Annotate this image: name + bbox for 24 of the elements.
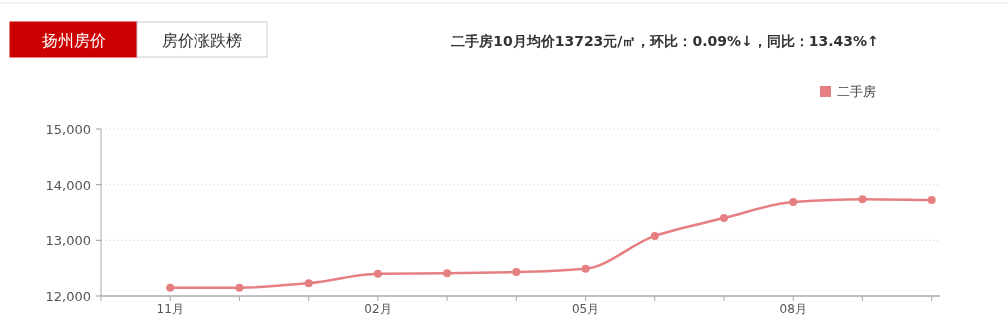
point xyxy=(373,269,382,278)
point xyxy=(512,268,521,277)
point xyxy=(650,231,659,240)
point xyxy=(166,283,175,292)
y-tick-label: 14,000 xyxy=(45,177,91,193)
y-tick-label: 15,000 xyxy=(45,122,91,137)
point xyxy=(789,197,798,206)
x-tick-label: 08月 xyxy=(779,302,807,316)
point xyxy=(443,269,452,278)
legend-label: 二手房 xyxy=(837,84,876,99)
point xyxy=(927,196,936,205)
y-tick-label: 13,000 xyxy=(45,233,91,249)
point xyxy=(720,214,729,223)
chart-title: 二手房10月均价13723元/㎡，环比：0.09%↓，同比：13.43%↑ xyxy=(451,33,879,49)
point xyxy=(858,195,867,204)
point xyxy=(581,264,590,273)
point xyxy=(304,279,313,288)
point xyxy=(235,283,244,292)
x-tick-label: 02月 xyxy=(364,302,392,316)
text: 扬州房价 xyxy=(41,31,106,50)
x-tick-label: 05月 xyxy=(571,302,600,316)
text: 房价涨跌榜 xyxy=(162,31,242,50)
y-tick-label: 12,000 xyxy=(45,289,91,304)
x-tick-label: 11月 xyxy=(156,302,184,316)
